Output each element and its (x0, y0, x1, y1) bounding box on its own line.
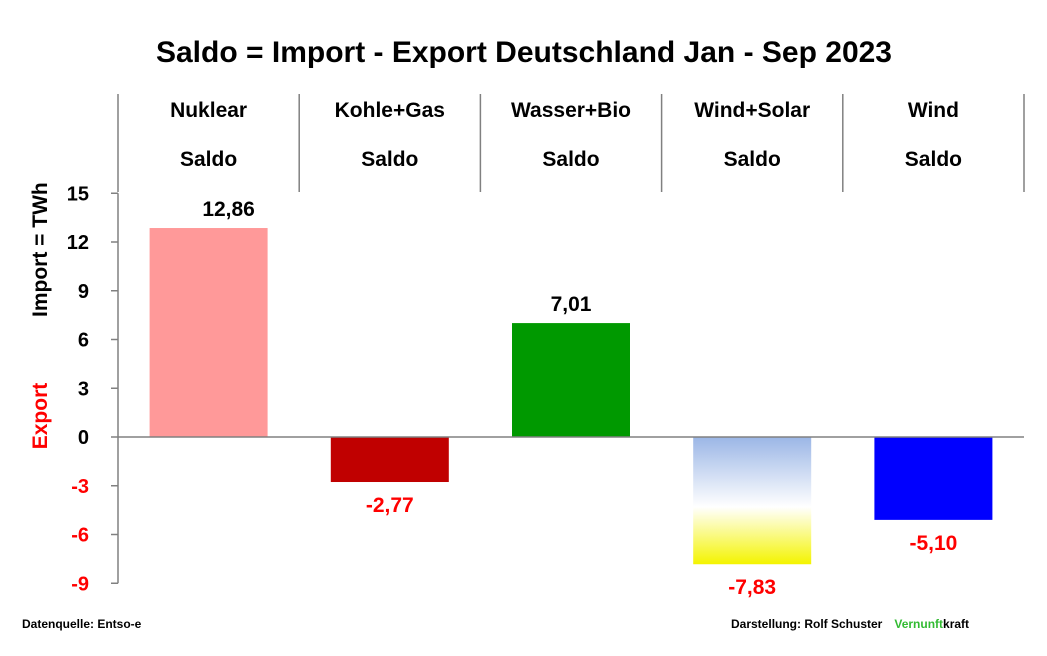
category-separators (117, 94, 1025, 192)
bar (693, 437, 812, 565)
y-tick-label: -9 (71, 573, 89, 595)
category-label-line2: Saldo (542, 148, 599, 171)
data-label: 12,86 (202, 198, 255, 221)
y-tick-label: 12 (67, 232, 89, 254)
data-label: 7,01 (551, 293, 592, 316)
category-label-line1: Wind (908, 99, 959, 122)
category-label-line1: Nuklear (170, 99, 247, 122)
author-note: Darstellung: Rolf Schuster Vernunftkraft (731, 617, 969, 631)
data-labels: 12,86 -2,77 7,01 -7,83 -5,10 (202, 198, 957, 599)
y-tick-label: 9 (78, 281, 89, 303)
data-label: -7,83 (728, 576, 776, 599)
y-tick-label: 3 (78, 378, 89, 400)
axes (111, 192, 1024, 584)
brand-vernunft: Vernunft (894, 617, 943, 631)
category-labels: Nuklear Saldo Kohle+Gas Saldo Wasser+Bio Sald… (170, 99, 962, 171)
y-tick-label: 6 (78, 330, 89, 352)
bars (149, 228, 993, 565)
y-axis-title: Import = TWh Export (29, 182, 52, 449)
y-tick-label: -3 (71, 476, 89, 498)
y-tick-label: -6 (71, 525, 89, 547)
y-tick-label: 0 (78, 427, 89, 449)
category-label-line2: Saldo (180, 148, 237, 171)
brand-kraft: kraft (943, 617, 969, 631)
category-label-line1: Wind+Solar (694, 99, 810, 122)
bar (874, 437, 993, 520)
bar (330, 437, 449, 483)
category-label-line2: Saldo (905, 148, 962, 171)
y-tick-label: 15 (67, 183, 89, 205)
y-axis-title-import: Import = TWh (29, 182, 52, 317)
bar (149, 228, 268, 437)
category-label-line2: Saldo (361, 148, 418, 171)
y-tick-labels: 15 12 9 6 3 0 -3 -6 -9 (67, 183, 89, 595)
category-label-line1: Wasser+Bio (511, 99, 631, 122)
author-credit: Darstellung: Rolf Schuster (731, 617, 883, 631)
data-label: -2,77 (366, 494, 414, 517)
category-label-line2: Saldo (724, 148, 781, 171)
category-label-line1: Kohle+Gas (335, 99, 445, 122)
data-label: -5,10 (909, 532, 957, 555)
chart-title: Saldo = Import - Export Deutschland Jan … (156, 36, 892, 69)
source-note: Datenquelle: Entso-e (22, 617, 142, 631)
y-axis-title-export: Export (29, 383, 52, 450)
bar (512, 323, 630, 437)
